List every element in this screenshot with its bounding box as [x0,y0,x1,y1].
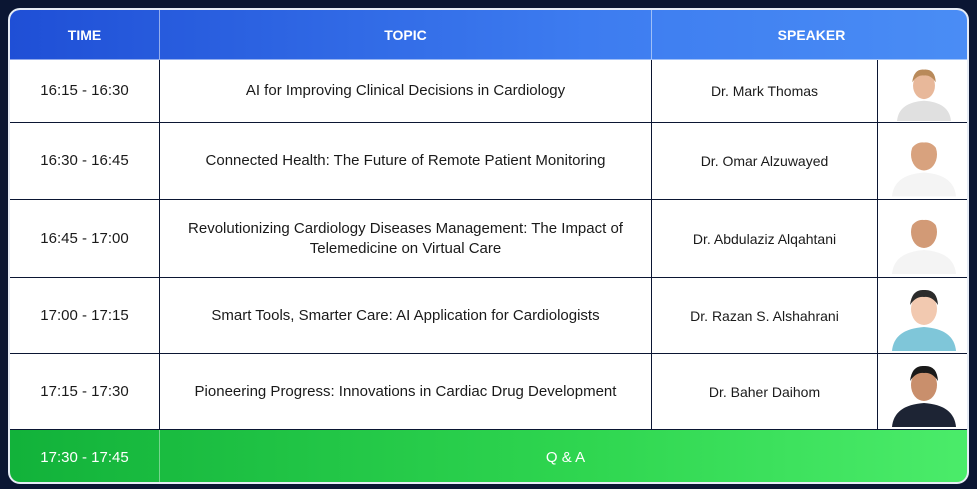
topic-cell: Revolutionizing Cardiology Diseases Mana… [160,200,652,278]
avatar [892,289,956,351]
avatar [892,134,956,196]
time-cell: 17:00 - 17:15 [10,278,160,354]
avatar [892,365,956,427]
time-cell: 16:45 - 17:00 [10,200,160,278]
topic-cell: Smart Tools, Smarter Care: AI Applicatio… [160,278,652,354]
qa-time: 17:30 - 17:45 [10,430,160,482]
topic-cell: AI for Improving Clinical Decisions in C… [160,60,652,123]
speaker-photo [878,200,967,278]
topic-cell: Pioneering Progress: Innovations in Card… [160,354,652,430]
avatar [897,69,951,121]
qa-bg [10,430,967,482]
speaker-cell: Dr. Baher Daihom [652,354,878,430]
agenda-table: TIME TOPIC SPEAKER 16:15 - 16:30 AI for Impr… [8,8,969,484]
speaker-photo [878,60,967,123]
speaker-cell: Dr. Mark Thomas [652,60,878,123]
header-time: TIME [10,10,160,60]
time-cell: 16:15 - 16:30 [10,60,160,123]
speaker-photo [878,354,967,430]
header-speaker: SPEAKER [652,10,967,60]
time-cell: 16:30 - 16:45 [10,123,160,200]
avatar [892,212,956,274]
speaker-cell: Dr. Razan S. Alshahrani [652,278,878,354]
time-cell: 17:15 - 17:30 [10,354,160,430]
speaker-photo [878,123,967,200]
speaker-cell: Dr. Omar Alzuwayed [652,123,878,200]
header-topic: TOPIC [160,10,652,60]
speaker-cell: Dr. Abdulaziz Alqahtani [652,200,878,278]
header-bg [10,10,967,60]
qa-label: Q & A [545,449,586,466]
speaker-photo [878,278,967,354]
topic-cell: Connected Health: The Future of Remote P… [160,123,652,200]
